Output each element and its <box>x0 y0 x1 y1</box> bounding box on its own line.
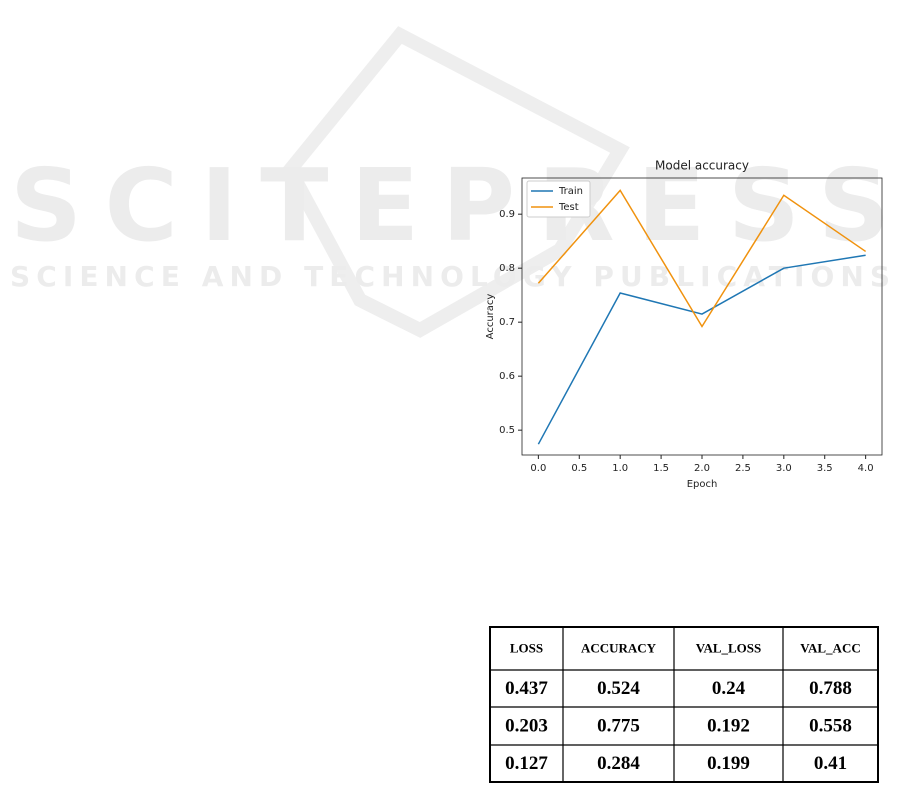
table-header: VAL_LOSS <box>696 640 762 655</box>
table-cell: 0.127 <box>505 753 548 774</box>
legend-label: Train <box>558 186 583 197</box>
table-header: ACCURACY <box>581 640 657 655</box>
y-tick-label: 0.6 <box>499 371 515 382</box>
table-cell: 0.41 <box>814 753 847 774</box>
x-tick-label: 3.0 <box>776 463 792 474</box>
y-axis-label: Accuracy <box>485 294 496 340</box>
table-cell: 0.775 <box>597 715 640 736</box>
table-cell: 0.788 <box>809 678 852 699</box>
series-line <box>537 254 866 445</box>
table-header: VAL_ACC <box>800 640 860 655</box>
x-tick-label: 4.0 <box>858 463 874 474</box>
table-cell: 0.24 <box>712 678 746 699</box>
x-axis-label: Epoch <box>687 479 718 490</box>
watermark-logo <box>281 26 630 338</box>
series-line <box>537 189 867 328</box>
x-tick-label: 2.5 <box>735 463 751 474</box>
x-tick-label: 3.5 <box>817 463 833 474</box>
table: LOSS ACCURACY VAL_LOSS VAL_ACC 0.437 0.524 0.2… <box>489 626 879 783</box>
table-cell: 0.192 <box>707 715 750 736</box>
table-cell: 0.199 <box>707 753 750 774</box>
x-tick-label: 1.5 <box>653 463 669 474</box>
table-cell: 0.524 <box>597 678 640 699</box>
watermark-title: SCITEPRESS <box>10 147 890 264</box>
watermark: SCITEPRESS SCIENCE AND TECHNOLOGY PUBLIC… <box>10 26 890 338</box>
y-tick-label: 0.9 <box>499 209 515 220</box>
y-tick-label: 0.8 <box>499 263 515 274</box>
x-tick-label: 1.0 <box>612 463 628 474</box>
table-cell: 0.284 <box>597 753 640 774</box>
legend-label: Test <box>558 202 579 213</box>
chart: Model accuracy 0.0 0.5 1.0 1.5 2.0 2.5 3.0 3.5 4.… <box>485 159 883 490</box>
table-cell: 0.558 <box>809 715 852 736</box>
table-border <box>489 626 879 783</box>
x-tick-label: 0.0 <box>530 463 546 474</box>
table-cell: 0.203 <box>505 715 548 736</box>
watermark-subtitle: SCIENCE AND TECHNOLOGY PUBLICATIONS <box>10 260 890 293</box>
legend-box <box>526 180 591 218</box>
table-header: LOSS <box>510 640 543 655</box>
x-tick-label: 2.0 <box>694 463 710 474</box>
y-tick-label: 0.5 <box>499 425 515 436</box>
y-tick-label: 0.7 <box>499 317 515 328</box>
chart-title: Model accuracy <box>655 159 749 173</box>
x-tick-label: 0.5 <box>571 463 587 474</box>
table-cell: 0.437 <box>505 678 548 699</box>
